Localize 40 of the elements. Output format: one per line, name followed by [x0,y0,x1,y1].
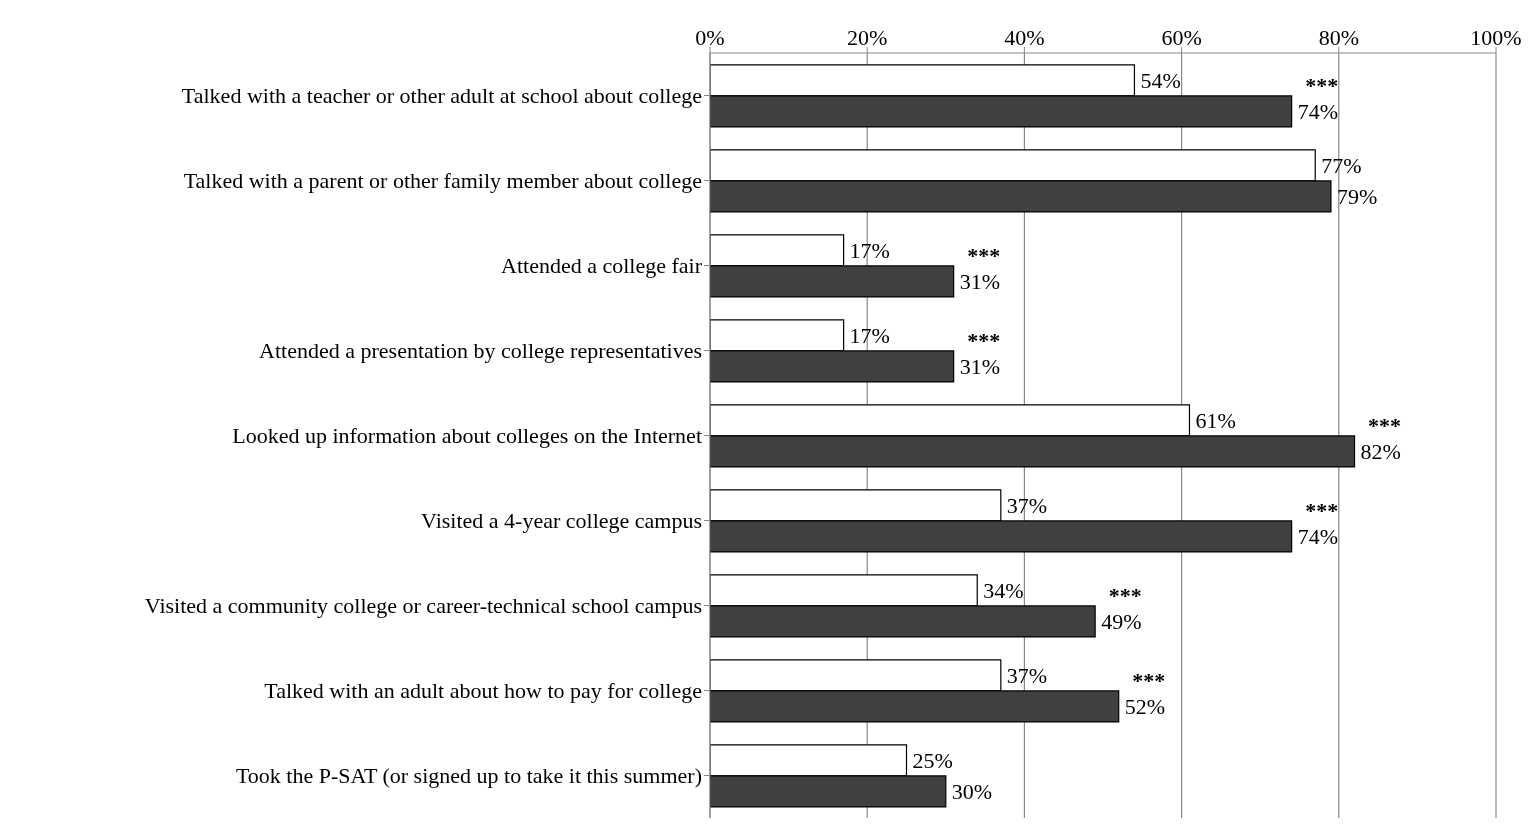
data-label: 79% [1336,183,1378,209]
data-label: 52% [1124,693,1166,719]
annotation: *** [1305,498,1339,523]
x-tick-label: 0% [695,25,725,50]
data-label: 17% [849,322,890,348]
data-label: 31% [959,268,1000,294]
y-tick-label: Talked with a parent or other family member about college [183,168,702,194]
y-tick-label: Attended a college fair [501,253,703,279]
data-label: 54% [1140,67,1181,93]
y-tick-label: Visited a community college or career-technical school campus [144,593,702,619]
annotation: *** [1305,73,1339,98]
y-tick-label: Looked up information about colleges on the Internet [232,423,702,449]
data-label: 74% [1297,98,1338,124]
data-label: 31% [959,353,1000,379]
annotation: *** [967,243,1001,268]
data-label: 77% [1321,152,1362,178]
y-tick-label: Talked with a teacher or other adult at school about college [181,83,702,109]
annotation: *** [967,328,1001,353]
y-tick-label: Took the P-SAT (or signed up to take it this summer) [235,763,702,789]
x-tick-label: 100% [1470,25,1522,50]
data-label: 61% [1195,407,1236,433]
data-label: 49% [1101,608,1142,634]
data-label: 17% [849,237,890,263]
x-tick-label: 40% [1004,25,1045,50]
annotation: *** [1368,413,1402,438]
data-label: 30% [951,778,993,804]
y-tick-label: Visited a 4-year college campus [421,508,702,534]
y-tick-label: Talked with an adult about how to pay for college [264,678,702,704]
data-label: 25% [912,747,953,773]
annotation: *** [1108,583,1142,608]
data-label: 34% [983,577,1024,603]
y-tick-label: Attended a presentation by college representatives [259,338,702,364]
data-label: 37% [1006,662,1048,688]
x-tick-label: 20% [847,25,888,50]
x-tick-label: 60% [1161,25,1202,50]
data-label: 37% [1006,492,1048,518]
data-label: 82% [1360,438,1401,464]
data-label: 74% [1297,523,1338,549]
x-tick-label: 80% [1318,25,1359,50]
annotation: *** [1132,668,1166,693]
